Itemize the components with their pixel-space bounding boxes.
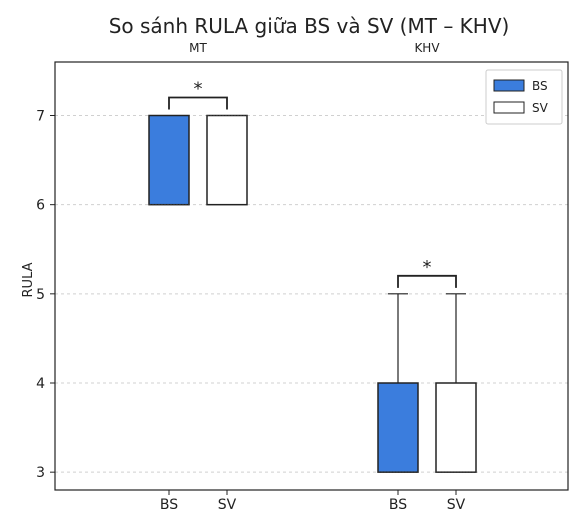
chart-title: So sánh RULA giữa BS và SV (MT – KHV) (109, 14, 510, 38)
x-tick-label: SV (218, 497, 237, 512)
box-sv (206, 114, 248, 206)
group-mt: MT BS SV * (148, 41, 248, 512)
box-bs (148, 114, 190, 206)
significance-marker: * (423, 257, 432, 278)
y-tick-label: 7 (36, 109, 45, 125)
y-tick-label: 3 (36, 465, 45, 481)
legend: BS SV (485, 69, 563, 125)
legend-frame (485, 69, 563, 125)
legend-swatch-sv (493, 101, 525, 114)
y-axis-ticks: 3 4 5 6 7 (36, 109, 55, 481)
x-tick-label: SV (447, 497, 466, 512)
x-tick-label: BS (389, 497, 407, 512)
significance-bracket (168, 96, 228, 110)
group-label: KHV (414, 41, 440, 55)
legend-swatch-bs (493, 79, 525, 92)
significance-marker: * (194, 79, 203, 100)
y-tick-label: 4 (36, 376, 45, 392)
group-label: MT (189, 41, 207, 55)
y-tick-label: 5 (36, 287, 45, 303)
box-sv (435, 382, 477, 473)
box-groups: MT BS SV * KHV BS SV * (148, 41, 477, 512)
legend-label-bs: BS (532, 79, 548, 93)
box-bs (377, 382, 419, 473)
group-khv: KHV BS SV * (377, 41, 477, 512)
gridlines (55, 115, 568, 473)
y-axis-label: RULA (21, 262, 36, 297)
significance-bracket (397, 274, 457, 288)
legend-label-sv: SV (532, 101, 549, 115)
plot-frame (54, 61, 569, 491)
x-tick-label: BS (160, 497, 178, 512)
y-tick-label: 6 (36, 198, 45, 214)
